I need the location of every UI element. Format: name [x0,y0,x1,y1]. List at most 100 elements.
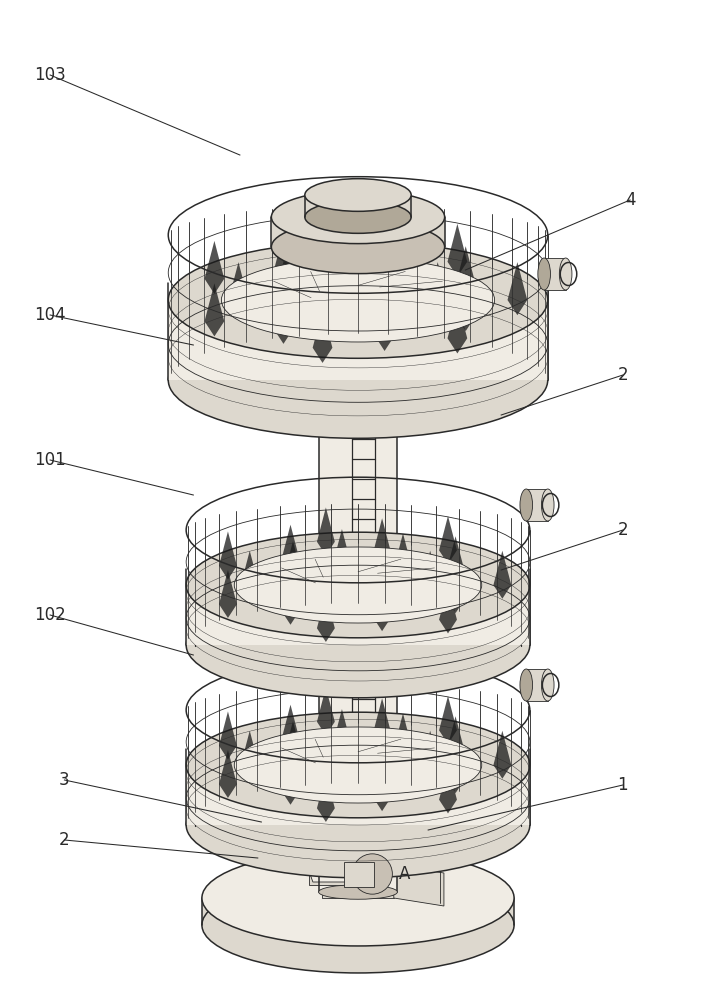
Ellipse shape [295,281,421,319]
Text: A: A [399,865,410,883]
Text: 1: 1 [618,776,628,794]
Polygon shape [526,489,548,521]
Polygon shape [373,698,391,746]
Polygon shape [271,217,445,247]
Ellipse shape [271,190,445,244]
Polygon shape [276,273,296,326]
Polygon shape [394,748,412,796]
Polygon shape [281,525,299,573]
Ellipse shape [186,712,530,818]
Ellipse shape [168,242,548,358]
Polygon shape [394,713,412,761]
Polygon shape [241,551,258,599]
Polygon shape [322,885,394,898]
Polygon shape [447,565,465,613]
Polygon shape [448,224,468,277]
Ellipse shape [186,532,530,638]
Ellipse shape [520,489,533,521]
Polygon shape [333,529,351,577]
Polygon shape [317,594,335,642]
Polygon shape [317,507,335,555]
Ellipse shape [352,854,392,894]
Polygon shape [394,865,444,906]
Ellipse shape [234,547,482,623]
Polygon shape [330,286,350,339]
Polygon shape [205,241,224,294]
Polygon shape [447,716,465,764]
Polygon shape [456,278,475,331]
Ellipse shape [541,669,554,701]
Polygon shape [205,283,224,336]
Ellipse shape [319,233,397,257]
Polygon shape [219,570,237,618]
Polygon shape [508,262,527,315]
Polygon shape [309,872,377,882]
Polygon shape [428,262,448,315]
Polygon shape [439,516,457,564]
Polygon shape [241,731,258,779]
Polygon shape [394,568,412,616]
Ellipse shape [299,747,417,783]
Polygon shape [274,291,294,344]
Polygon shape [322,885,397,895]
Polygon shape [284,721,302,769]
Polygon shape [439,696,457,744]
Ellipse shape [271,220,445,274]
Polygon shape [333,752,351,800]
Polygon shape [284,740,302,788]
Polygon shape [168,300,548,380]
Polygon shape [439,765,457,813]
Text: 102: 102 [34,606,66,624]
Polygon shape [439,585,457,633]
Polygon shape [421,731,439,779]
Ellipse shape [168,322,548,438]
Ellipse shape [299,567,417,603]
Polygon shape [447,745,465,793]
Polygon shape [398,281,417,334]
Polygon shape [373,763,391,811]
Ellipse shape [186,772,530,878]
Text: 104: 104 [34,306,66,324]
Ellipse shape [295,746,421,784]
Polygon shape [284,541,302,589]
Ellipse shape [305,179,411,211]
Polygon shape [276,251,296,305]
Text: 4: 4 [625,191,635,209]
Polygon shape [493,551,511,599]
Polygon shape [373,518,391,566]
Polygon shape [398,243,417,296]
Polygon shape [394,533,412,581]
Polygon shape [313,310,332,363]
Text: 103: 103 [34,66,66,84]
Polygon shape [374,298,395,351]
Text: 2: 2 [618,366,628,384]
Polygon shape [313,214,332,267]
Polygon shape [281,757,299,805]
Ellipse shape [221,258,495,342]
Text: 3: 3 [59,771,69,789]
Ellipse shape [538,258,551,290]
Polygon shape [373,583,391,631]
Ellipse shape [234,727,482,803]
Text: 101: 101 [34,451,66,469]
Polygon shape [202,898,514,925]
Polygon shape [374,226,395,279]
Polygon shape [186,765,530,825]
Polygon shape [447,536,465,584]
Polygon shape [456,246,475,299]
Polygon shape [526,669,548,701]
Polygon shape [219,711,237,759]
Polygon shape [333,709,351,757]
Ellipse shape [520,669,533,701]
Polygon shape [421,551,439,599]
Ellipse shape [305,201,411,233]
Polygon shape [493,731,511,779]
Polygon shape [228,262,248,315]
Ellipse shape [559,258,572,290]
Polygon shape [544,258,566,290]
Ellipse shape [319,885,397,899]
Text: 2: 2 [59,831,69,849]
Ellipse shape [202,877,514,973]
Polygon shape [305,195,411,217]
Ellipse shape [299,282,417,318]
